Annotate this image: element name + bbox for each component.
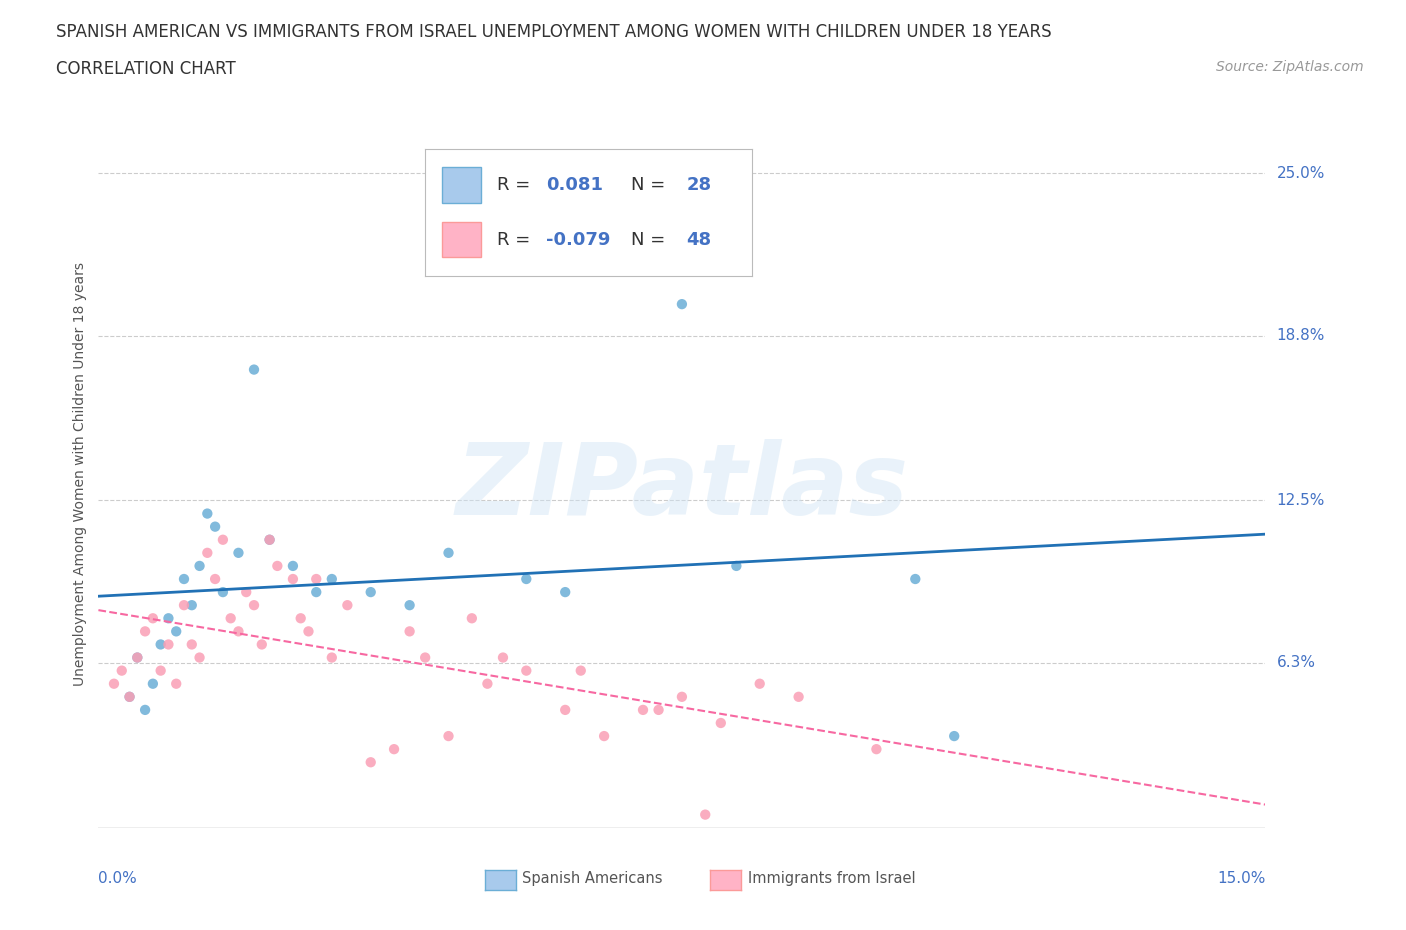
Point [647,702,669,717]
Text: Immigrants from Israel: Immigrants from Israel [748,871,915,886]
Point [149,637,172,652]
Point [118,689,141,704]
Point [259,532,281,547]
Point [321,650,343,665]
Point [219,611,242,626]
Point [173,572,195,587]
Point [134,702,156,717]
Point [336,598,359,613]
Y-axis label: Unemployment Among Women with Children Under 18 years: Unemployment Among Women with Children U… [73,262,87,686]
Point [243,362,266,377]
Text: 6.3%: 6.3% [1277,656,1316,671]
Text: Spanish Americans: Spanish Americans [522,871,662,886]
Point [515,663,537,678]
Point [165,676,187,691]
Point [554,702,576,717]
Point [695,807,717,822]
Text: 18.8%: 18.8% [1277,328,1324,343]
Point [281,572,304,587]
Text: 12.5%: 12.5% [1277,493,1324,508]
Point [111,663,134,678]
Point [266,559,288,574]
Text: 0.0%: 0.0% [98,871,138,886]
Point [398,624,420,639]
Point [305,585,328,600]
Point [127,650,149,665]
Point [787,689,810,704]
Point [593,728,616,743]
Point [290,611,312,626]
Text: Source: ZipAtlas.com: Source: ZipAtlas.com [1216,60,1364,74]
Point [710,715,733,730]
Text: 15.0%: 15.0% [1218,871,1265,886]
Text: 25.0%: 25.0% [1277,166,1324,180]
Point [127,650,149,665]
Point [671,689,693,704]
Point [297,624,319,639]
Point [149,663,172,678]
Point [180,637,202,652]
Point [204,572,226,587]
Point [281,559,304,574]
Point [461,611,484,626]
Text: CORRELATION CHART: CORRELATION CHART [56,60,236,78]
Point [305,572,328,587]
Point [228,545,250,560]
Point [515,572,537,587]
Point [492,650,515,665]
Point [142,611,165,626]
Point [173,598,195,613]
Point [413,650,436,665]
Point [554,585,576,600]
Point [157,637,180,652]
Text: SPANISH AMERICAN VS IMMIGRANTS FROM ISRAEL UNEMPLOYMENT AMONG WOMEN WITH CHILDRE: SPANISH AMERICAN VS IMMIGRANTS FROM ISRA… [56,23,1052,41]
Point [671,297,693,312]
Point [360,585,382,600]
Point [188,559,211,574]
Point [228,624,250,639]
Point [904,572,927,587]
Point [569,663,592,678]
Point [865,742,887,757]
Point [243,598,266,613]
Point [321,572,343,587]
Point [118,689,141,704]
Point [180,598,202,613]
Point [235,585,257,600]
Point [212,532,235,547]
Point [204,519,226,534]
Point [250,637,273,652]
Point [188,650,211,665]
Point [382,742,405,757]
Point [165,624,187,639]
Point [631,702,654,717]
Point [195,545,218,560]
Point [157,611,180,626]
Point [748,676,770,691]
Point [477,676,499,691]
Point [212,585,235,600]
Point [259,532,281,547]
Point [360,755,382,770]
Point [195,506,218,521]
Point [103,676,125,691]
Point [134,624,156,639]
Point [943,728,966,743]
Text: ZIPatlas: ZIPatlas [456,439,908,536]
Point [437,545,460,560]
Point [398,598,420,613]
Point [437,728,460,743]
Point [142,676,165,691]
Point [725,559,748,574]
